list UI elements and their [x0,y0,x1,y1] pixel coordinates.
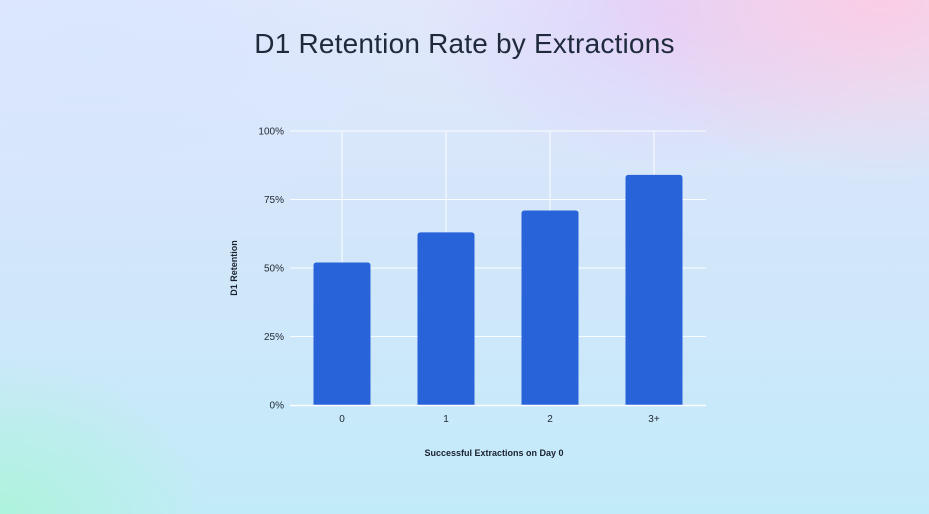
bar-0 [313,262,371,405]
x-axis-ticks: 0 1 2 3+ [339,414,660,425]
y-axis-ticks: 0% 25% 50% 75% 100% [258,127,284,412]
bar-1 [417,232,475,405]
y-tick-label: 25% [264,332,284,343]
y-tick-label: 0% [270,401,285,412]
x-tick-label: 1 [443,414,449,425]
bars [313,174,683,405]
x-tick-label: 0 [339,414,345,425]
y-tick-label: 50% [264,264,284,275]
bar-2 [521,210,579,405]
y-axis-title: D1 Retention [229,240,239,296]
y-tick-label: 100% [258,127,284,138]
x-tick-label: 2 [547,414,553,425]
x-axis-title: Successful Extractions on Day 0 [424,448,563,458]
y-tick-label: 75% [264,195,284,206]
x-tick-label: 3+ [648,414,660,425]
bar-3plus [625,174,683,405]
chart-title: D1 Retention Rate by Extractions [254,28,675,59]
